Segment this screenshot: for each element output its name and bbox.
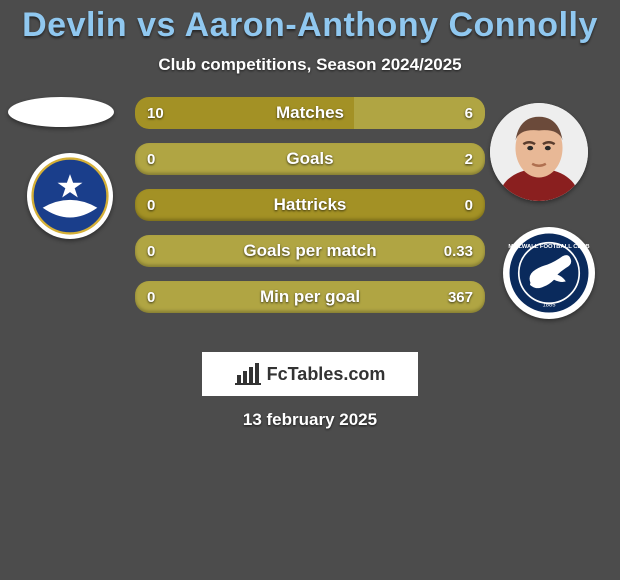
stat-value-right: 367 bbox=[448, 281, 473, 313]
bar-right-fill bbox=[354, 97, 485, 129]
club-right-badge: MILLWALL FOOTBALL CLUB 1885 bbox=[503, 227, 595, 319]
stat-value-right: 2 bbox=[465, 143, 473, 175]
stat-value-left: 0 bbox=[147, 281, 155, 313]
stat-value-right: 0.33 bbox=[444, 235, 473, 267]
stat-row: 0 0Hattricks bbox=[135, 189, 485, 221]
bar-left-fill bbox=[135, 97, 354, 129]
stat-value-left: 0 bbox=[147, 189, 155, 221]
subtitle: Club competitions, Season 2024/2025 bbox=[0, 55, 620, 75]
page-title: Devlin vs Aaron-Anthony Connolly bbox=[0, 0, 620, 45]
avatar-icon bbox=[490, 103, 588, 201]
stat-row: 0 367Min per goal bbox=[135, 281, 485, 313]
stat-label: Min per goal bbox=[135, 281, 485, 313]
bar-chart-icon bbox=[235, 363, 261, 385]
player-left-avatar bbox=[8, 97, 114, 127]
player-right-avatar bbox=[490, 103, 588, 201]
portsmouth-icon bbox=[31, 157, 109, 235]
svg-text:1885: 1885 bbox=[542, 303, 556, 309]
watermark: FcTables.com bbox=[202, 352, 418, 396]
stat-label: Goals per match bbox=[135, 235, 485, 267]
watermark-text: FcTables.com bbox=[267, 364, 386, 385]
stat-row: 0 2Goals bbox=[135, 143, 485, 175]
stat-label: Hattricks bbox=[135, 189, 485, 221]
date-label: 13 february 2025 bbox=[0, 410, 620, 430]
stat-label: Goals bbox=[135, 143, 485, 175]
stat-bars: 106Matches02Goals00Hattricks00.33Goals p… bbox=[135, 97, 485, 327]
svg-text:MILLWALL FOOTBALL CLUB: MILLWALL FOOTBALL CLUB bbox=[508, 244, 589, 250]
stat-row: 106Matches bbox=[135, 97, 485, 129]
millwall-icon: MILLWALL FOOTBALL CLUB 1885 bbox=[507, 231, 591, 315]
club-left-badge bbox=[27, 153, 113, 239]
stat-value-left: 0 bbox=[147, 143, 155, 175]
comparison-stage: MILLWALL FOOTBALL CLUB 1885 106Matches 0 2… bbox=[0, 97, 620, 347]
stat-value-left: 0 bbox=[147, 235, 155, 267]
stat-value-right: 0 bbox=[465, 189, 473, 221]
stat-row: 0 0.33Goals per match bbox=[135, 235, 485, 267]
